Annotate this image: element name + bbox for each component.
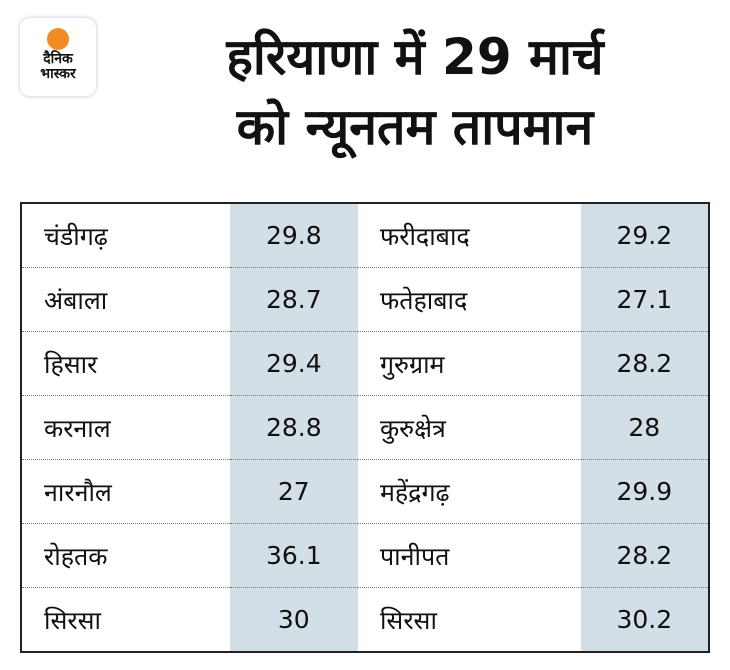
temperature-value: 27 [229, 459, 358, 524]
city-name: रोहतक [21, 523, 230, 588]
city-name: महेंद्रगढ़ [357, 459, 581, 524]
temperature-value: 36.1 [229, 523, 358, 588]
table-row: नारनौल 27 महेंद्रगढ़ 29.9 [21, 459, 709, 524]
table-row: अंबाला 28.7 फतेहाबाद 27.1 [21, 267, 709, 332]
temperature-value: 30.2 [580, 587, 709, 652]
city-name: फरीदाबाद [357, 203, 581, 268]
city-name: नारनौल [21, 459, 230, 524]
city-name: कुरुक्षेत्र [357, 395, 581, 460]
logo-text-2: भास्कर [40, 66, 76, 82]
temperature-value: 28.2 [580, 331, 709, 396]
temperature-table: चंडीगढ़ 29.8 फरीदाबाद 29.2 अंबाला 28.7 फतेहाबा… [20, 202, 710, 653]
table-row: हिसार 29.4 गुरुग्राम 28.2 [21, 331, 709, 396]
city-name: गुरुग्राम [357, 331, 581, 396]
temperature-value: 27.1 [580, 267, 709, 332]
temperature-value: 28.7 [229, 267, 358, 332]
title-line-2: को न्यूनतम तापमान [236, 98, 594, 156]
city-name: करनाल [21, 395, 230, 460]
temperature-value: 28 [580, 395, 709, 460]
temperature-value: 29.2 [580, 203, 709, 268]
city-name: सिरसा [379, 605, 437, 635]
city-name: चंडीगढ़ [21, 203, 230, 268]
city-name: फतेहाबाद [357, 267, 581, 332]
table-row: करनाल 28.8 कुरुक्षेत्र 28 [21, 395, 709, 460]
temperature-value: 29.4 [229, 331, 358, 396]
title-line-1: हरियाणा में 29 मार्च [226, 28, 604, 86]
dainik-bhaskar-logo: दैनिक भास्कर [20, 18, 96, 96]
city-name: सिरसा [44, 605, 101, 635]
temperature-value: 28.8 [229, 395, 358, 460]
table-row: सिरसा 30 सिरसा 30.2 [21, 587, 709, 652]
city-name: पानीपत [357, 523, 581, 588]
temperature-value: 29.8 [229, 203, 358, 268]
logo-text-1: दैनिक [43, 51, 73, 67]
temperature-value: 28.2 [580, 523, 709, 588]
sun-icon [47, 28, 69, 50]
table-row: रोहतक 36.1 पानीपत 28.2 [21, 523, 709, 588]
table-row: चंडीगढ़ 29.8 फरीदाबाद 29.2 [21, 203, 709, 268]
temperature-value: 30 [229, 587, 358, 652]
city-name: अंबाला [21, 267, 230, 332]
page-title: हरियाणा में 29 मार्च को न्यूनतम तापमान [110, 22, 720, 162]
city-name: हिसार [21, 331, 230, 396]
temperature-value: 29.9 [580, 459, 709, 524]
